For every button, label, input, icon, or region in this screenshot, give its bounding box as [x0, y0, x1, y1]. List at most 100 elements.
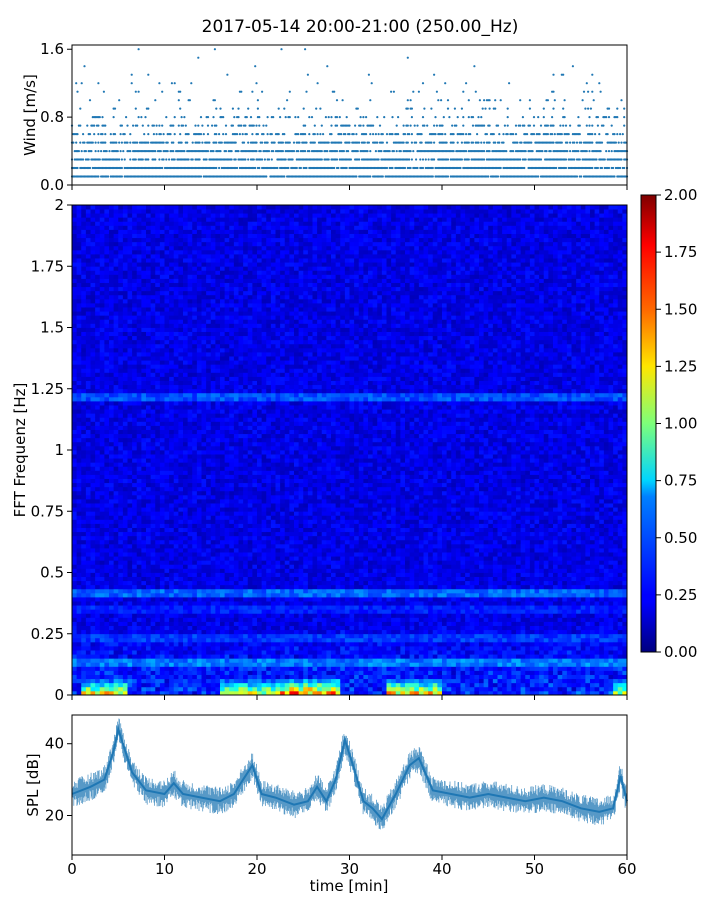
spectrogram-cell — [122, 433, 128, 439]
spectrogram-cell — [169, 237, 175, 243]
spectrogram-cell — [118, 666, 124, 671]
spectrogram-cell — [146, 617, 152, 622]
spectrogram-cell — [99, 482, 105, 488]
spectrogram-cell — [72, 507, 78, 512]
spectrogram-cell — [109, 331, 115, 337]
spectrogram-cell — [109, 556, 115, 561]
spectrogram-cell — [173, 503, 179, 508]
wind-point — [147, 124, 150, 127]
spectrogram-cell — [113, 233, 119, 239]
spectrogram-cell — [132, 225, 138, 230]
spectrogram-cell — [169, 682, 175, 688]
spectrogram-cell — [109, 568, 115, 573]
spectrogram-cell — [155, 266, 161, 271]
spectrogram-cell — [150, 592, 156, 598]
spectrogram-cell — [85, 646, 91, 651]
wind-point — [88, 166, 92, 170]
spectrogram-cell — [113, 654, 119, 659]
wind-point — [179, 90, 182, 93]
spectrogram-cell — [141, 266, 147, 271]
spectrogram-cell — [150, 384, 156, 390]
spectrogram-cell — [132, 474, 138, 479]
spectrogram-cell — [99, 556, 105, 561]
spectrogram-cell — [99, 209, 105, 214]
spectrogram-cell — [173, 311, 179, 316]
spectrogram-cell — [159, 482, 165, 488]
spectrogram-cell — [169, 360, 175, 365]
spectrogram-cell — [132, 666, 138, 671]
spectrogram-cell — [122, 507, 128, 512]
spectrogram-cell — [99, 372, 105, 377]
spectrogram-cell — [146, 674, 152, 680]
spectrogram-cell — [164, 682, 170, 688]
spectrogram-cell — [169, 303, 175, 308]
spectrogram-cell — [95, 388, 101, 394]
spectrogram-cell — [141, 617, 147, 622]
spectrogram-cell — [141, 605, 147, 610]
spectrogram-cell — [141, 621, 147, 626]
spectrogram-cell — [169, 294, 175, 300]
spectrogram-cell — [141, 368, 147, 373]
spectrogram-cell — [127, 441, 133, 447]
spectrogram-cell — [169, 531, 175, 537]
spectrogram-cell — [109, 413, 115, 418]
wind-point — [430, 141, 433, 144]
spectrogram-cell — [81, 605, 87, 610]
wind-point — [459, 166, 462, 170]
wind-point — [292, 150, 296, 153]
spectrogram-cell — [122, 388, 128, 394]
wind-point — [474, 90, 477, 93]
spectrogram-cell — [159, 568, 165, 573]
wind-point — [374, 133, 377, 136]
spectrogram-cell — [169, 278, 175, 283]
spectrogram-cell — [132, 278, 138, 283]
spectrogram-cell — [173, 609, 179, 614]
spectrogram-cell — [146, 531, 152, 537]
spectrogram-cell — [109, 580, 115, 586]
spectrogram-cell — [118, 237, 124, 243]
spectrogram-cell — [159, 617, 165, 622]
spectrogram-cell — [141, 519, 147, 524]
spectrogram-cell — [159, 629, 165, 635]
spectrogram-cell — [104, 474, 110, 479]
spectrogram-cell — [132, 523, 138, 528]
spectrogram-cell — [132, 597, 138, 602]
spectrogram-cell — [99, 392, 105, 398]
spectrogram-cell — [141, 417, 147, 422]
spectrogram-cell — [113, 466, 119, 471]
spectrogram-cell — [81, 666, 87, 671]
spectrogram-cell — [164, 535, 170, 541]
wind-point — [93, 133, 96, 136]
spectrogram-cell — [81, 486, 87, 492]
spectrogram-cell — [122, 209, 128, 214]
spectrogram-cell — [155, 364, 161, 369]
spectrogram-cell — [113, 294, 119, 300]
spectrogram-cell — [155, 209, 161, 214]
spectrogram-cell — [118, 225, 124, 230]
wind-point — [136, 124, 139, 127]
spectrogram-cell — [141, 511, 147, 516]
wind-point — [603, 158, 606, 161]
wind-point — [573, 158, 576, 161]
spectrogram-cell — [81, 588, 87, 594]
wind-point — [433, 124, 436, 127]
spectrogram-cell — [159, 217, 165, 222]
wind-point — [162, 141, 165, 144]
spectrogram-cell — [150, 376, 156, 381]
wind-point — [616, 116, 619, 119]
spectrogram-cell — [90, 396, 96, 402]
spectrogram-cell — [169, 433, 175, 439]
spectrogram-cell — [90, 323, 96, 328]
wind-point — [358, 158, 361, 161]
wind-point — [165, 158, 168, 161]
spectrogram-cell — [85, 409, 91, 414]
spectrogram-cell — [90, 613, 96, 618]
spectrogram-cell — [90, 527, 96, 533]
wind-point — [575, 141, 579, 144]
spectrogram-cell — [159, 450, 165, 455]
spectrogram-cell — [141, 421, 147, 426]
spectrogram-cell — [169, 229, 175, 234]
spectrogram-cell — [85, 641, 91, 647]
spectrogram-cell — [118, 327, 124, 332]
spectrogram-cell — [150, 339, 156, 345]
